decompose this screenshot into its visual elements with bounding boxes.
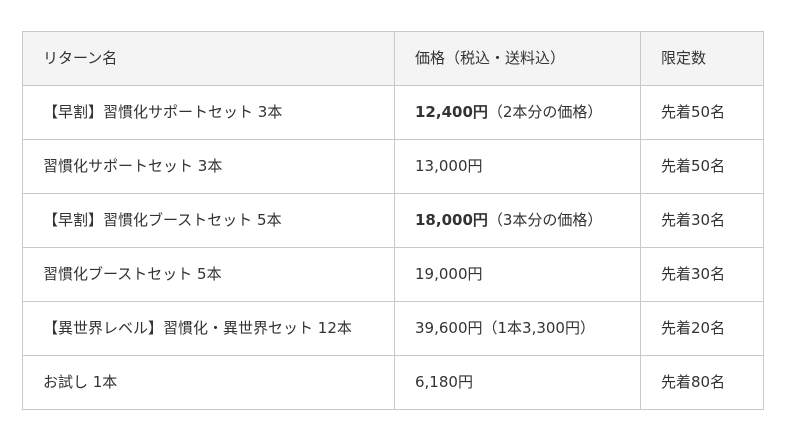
cell-price: 18,000円（3本分の価格） bbox=[394, 193, 641, 248]
header-row: リターン名 価格（税込・送料込） 限定数 bbox=[22, 31, 764, 86]
cell-price: 39,600円（1本3,300円） bbox=[394, 301, 641, 356]
table-row: 【早割】習慣化ブーストセット 5本 18,000円（3本分の価格） 先着30名 bbox=[22, 193, 764, 248]
cell-limit: 先着20名 bbox=[640, 301, 764, 356]
cell-price: 19,000円 bbox=[394, 247, 641, 302]
cell-return-name: 習慣化ブーストセット 5本 bbox=[22, 247, 395, 302]
cell-return-name: 【異世界レベル】習慣化・異世界セット 12本 bbox=[22, 301, 395, 356]
cell-limit: 先着50名 bbox=[640, 85, 764, 140]
price-note-text: 19,000円 bbox=[415, 265, 483, 283]
return-pricing-table: リターン名 価格（税込・送料込） 限定数 【早割】習慣化サポートセット 3本 1… bbox=[22, 31, 764, 410]
cell-limit: 先着50名 bbox=[640, 139, 764, 194]
price-note-text: （2本分の価格） bbox=[487, 103, 603, 121]
cell-return-name: 【早割】習慣化サポートセット 3本 bbox=[22, 85, 395, 140]
table-row: 【異世界レベル】習慣化・異世界セット 12本 39,600円（1本3,300円）… bbox=[22, 301, 764, 356]
table-row: 習慣化サポートセット 3本 13,000円 先着50名 bbox=[22, 139, 764, 194]
cell-limit: 先着30名 bbox=[640, 193, 764, 248]
price-note-text: 13,000円 bbox=[415, 157, 483, 175]
cell-price: 12,400円（2本分の価格） bbox=[394, 85, 641, 140]
cell-return-name: 習慣化サポートセット 3本 bbox=[22, 139, 395, 194]
cell-limit: 先着80名 bbox=[640, 355, 764, 410]
price-bold-text: 18,000円 bbox=[415, 211, 488, 229]
cell-price: 6,180円 bbox=[394, 355, 641, 410]
price-note-text: 39,600円（1本3,300円） bbox=[415, 319, 595, 337]
header-cell-price: 価格（税込・送料込） bbox=[394, 31, 641, 86]
price-note-text: 6,180円 bbox=[415, 373, 473, 391]
header-cell-limit: 限定数 bbox=[640, 31, 764, 86]
table-row: 【早割】習慣化サポートセット 3本 12,400円（2本分の価格） 先着50名 bbox=[22, 85, 764, 140]
pricing-table-container: リターン名 価格（税込・送料込） 限定数 【早割】習慣化サポートセット 3本 1… bbox=[22, 31, 764, 410]
cell-price: 13,000円 bbox=[394, 139, 641, 194]
cell-return-name: お試し 1本 bbox=[22, 355, 395, 410]
table-row: お試し 1本 6,180円 先着80名 bbox=[22, 355, 764, 410]
price-note-text: （3本分の価格） bbox=[487, 211, 603, 229]
table-row: 習慣化ブーストセット 5本 19,000円 先着30名 bbox=[22, 247, 764, 302]
cell-limit: 先着30名 bbox=[640, 247, 764, 302]
header-cell-return-name: リターン名 bbox=[22, 31, 395, 86]
price-bold-text: 12,400円 bbox=[415, 103, 488, 121]
cell-return-name: 【早割】習慣化ブーストセット 5本 bbox=[22, 193, 395, 248]
